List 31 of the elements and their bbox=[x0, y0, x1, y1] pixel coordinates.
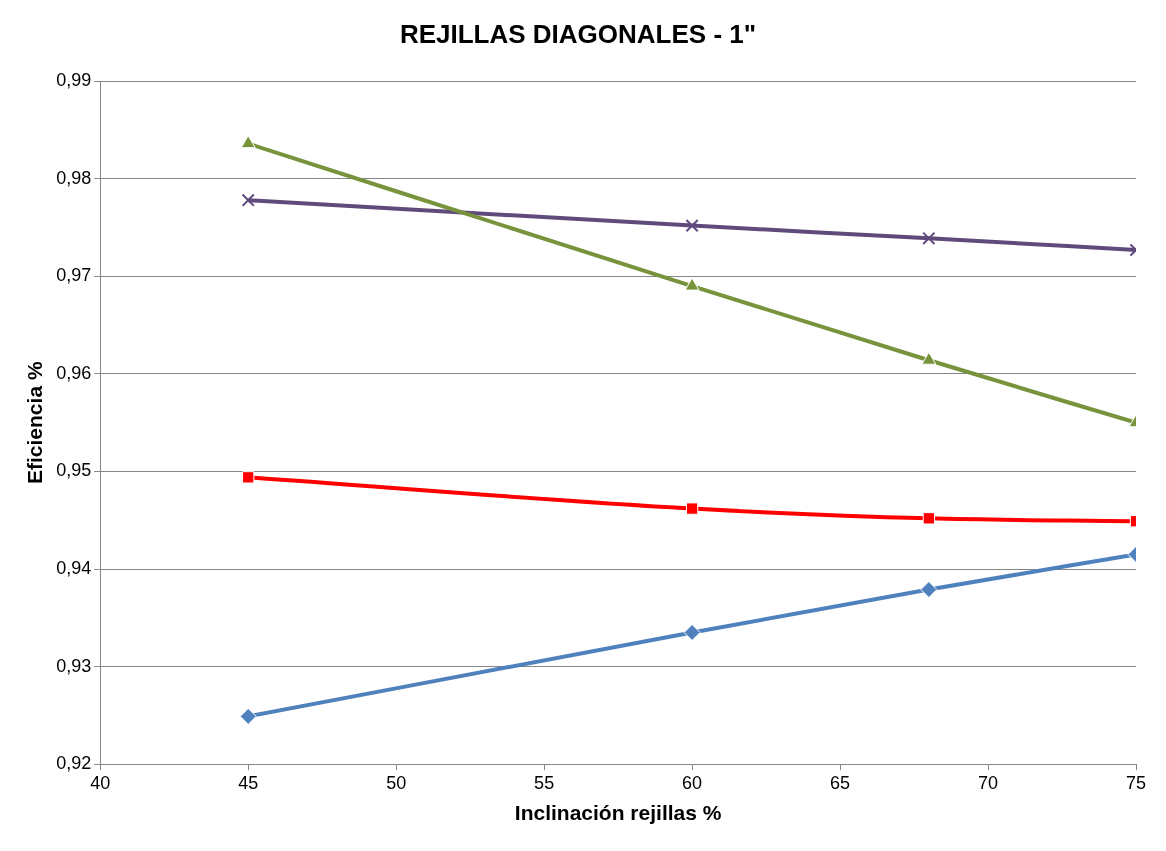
y-tick-label: 0,92 bbox=[56, 753, 92, 774]
point bbox=[685, 502, 699, 515]
point bbox=[240, 135, 256, 149]
point bbox=[239, 707, 257, 725]
point bbox=[922, 231, 936, 245]
x-axis-title: Inclinación rejillas % bbox=[514, 801, 722, 825]
point bbox=[242, 471, 255, 484]
point bbox=[920, 581, 938, 599]
x-tick-label: 60 bbox=[682, 772, 703, 793]
y-tick-label: 0,93 bbox=[56, 655, 92, 676]
x-tick-label: 55 bbox=[534, 772, 555, 793]
chart-title: REJILLAS DIAGONALES - 1" bbox=[399, 18, 757, 49]
point bbox=[685, 218, 699, 233]
x-tick-label: 45 bbox=[238, 772, 259, 793]
y-tick-label: 0,98 bbox=[56, 167, 92, 188]
y-tick-label: 0,97 bbox=[56, 265, 92, 286]
y-tick-label: 0,96 bbox=[56, 362, 92, 383]
y-axis-title: Eficiencia % bbox=[23, 361, 47, 484]
x-tick-label: 70 bbox=[978, 772, 999, 793]
x-tick-label: 75 bbox=[1125, 772, 1147, 793]
point bbox=[922, 512, 935, 525]
x-tick-label: 50 bbox=[386, 772, 407, 793]
y-tick-label: 0,99 bbox=[56, 70, 92, 91]
point bbox=[684, 277, 700, 291]
point bbox=[241, 193, 255, 207]
y-tick-label: 0,95 bbox=[56, 460, 92, 481]
point bbox=[683, 623, 701, 641]
x-tick-label: 40 bbox=[90, 772, 111, 793]
point bbox=[921, 351, 937, 365]
y-tick-label: 0,94 bbox=[56, 558, 92, 579]
x-tick-label: 65 bbox=[830, 772, 851, 793]
